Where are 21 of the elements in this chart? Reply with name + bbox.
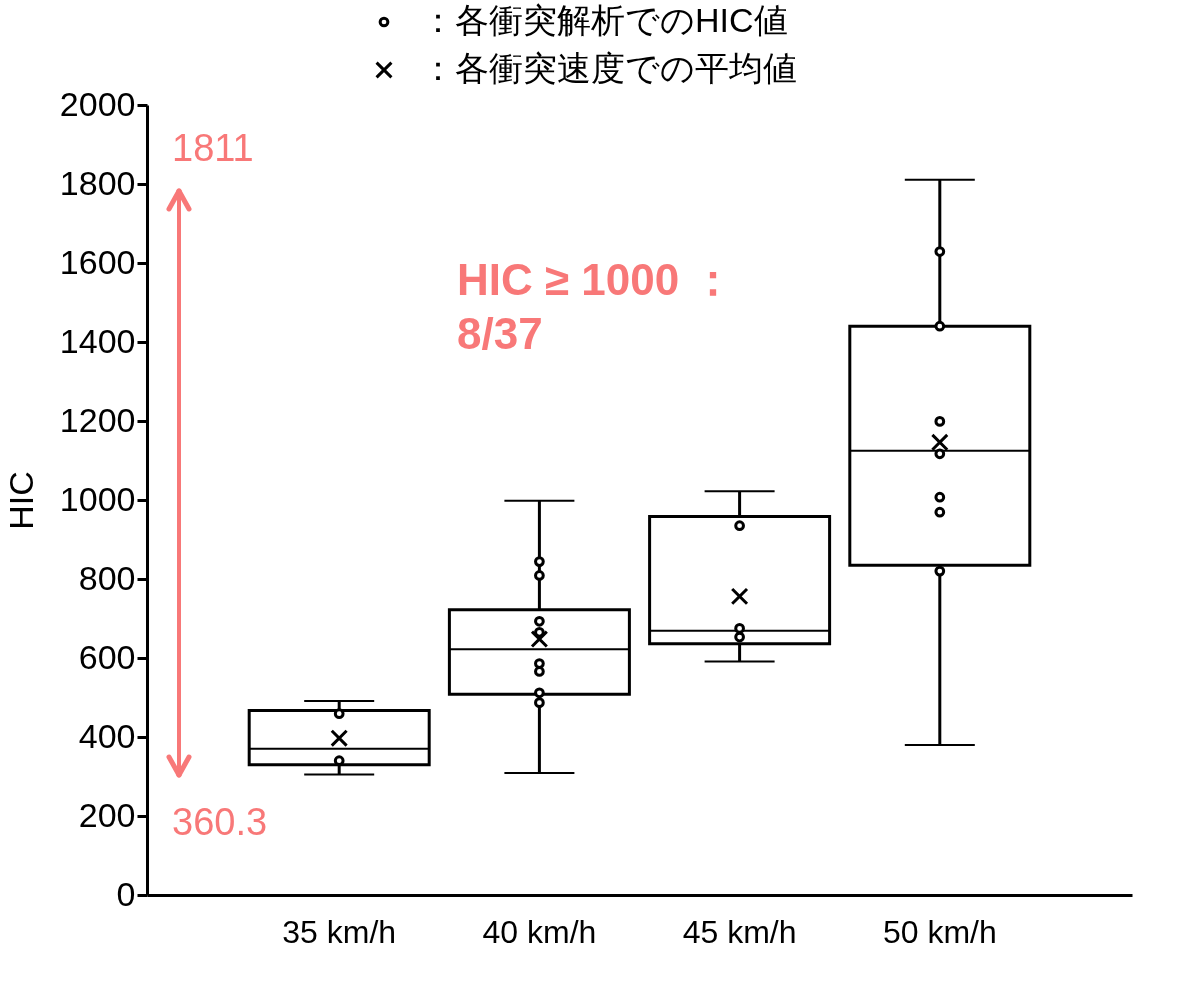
y-tick-label: 800 xyxy=(78,558,136,597)
annotation: HIC ≥ 1000 ： 8/37 xyxy=(457,255,736,358)
y-tick-label: 1200 xyxy=(59,400,136,439)
x-tick-label: 45 km/h xyxy=(682,913,797,950)
x-tick-label: 35 km/h xyxy=(282,913,397,950)
annotation: 1811 xyxy=(172,127,254,169)
x-tick-label: 40 km/h xyxy=(482,913,597,950)
y-tick-label: 600 xyxy=(78,637,136,676)
y-tick-label: 1400 xyxy=(59,321,136,360)
y-tick-label: 1000 xyxy=(59,479,136,518)
y-tick-label: 1800 xyxy=(59,163,136,202)
y-tick-label: 1600 xyxy=(59,242,136,281)
legend-label: ：各衝突解析でのHIC値 xyxy=(421,1,788,39)
y-tick-label: 2000 xyxy=(59,84,136,123)
legend-label: ：各衝突速度での平均値 xyxy=(421,49,797,87)
x-tick-label: 50 km/h xyxy=(882,913,997,950)
y-tick-label: 400 xyxy=(78,716,136,755)
y-tick-label: 200 xyxy=(78,795,136,834)
annotation: 360.3 xyxy=(172,801,268,843)
y-axis-title: HIC xyxy=(1,471,40,530)
y-tick-label: 0 xyxy=(116,874,136,913)
